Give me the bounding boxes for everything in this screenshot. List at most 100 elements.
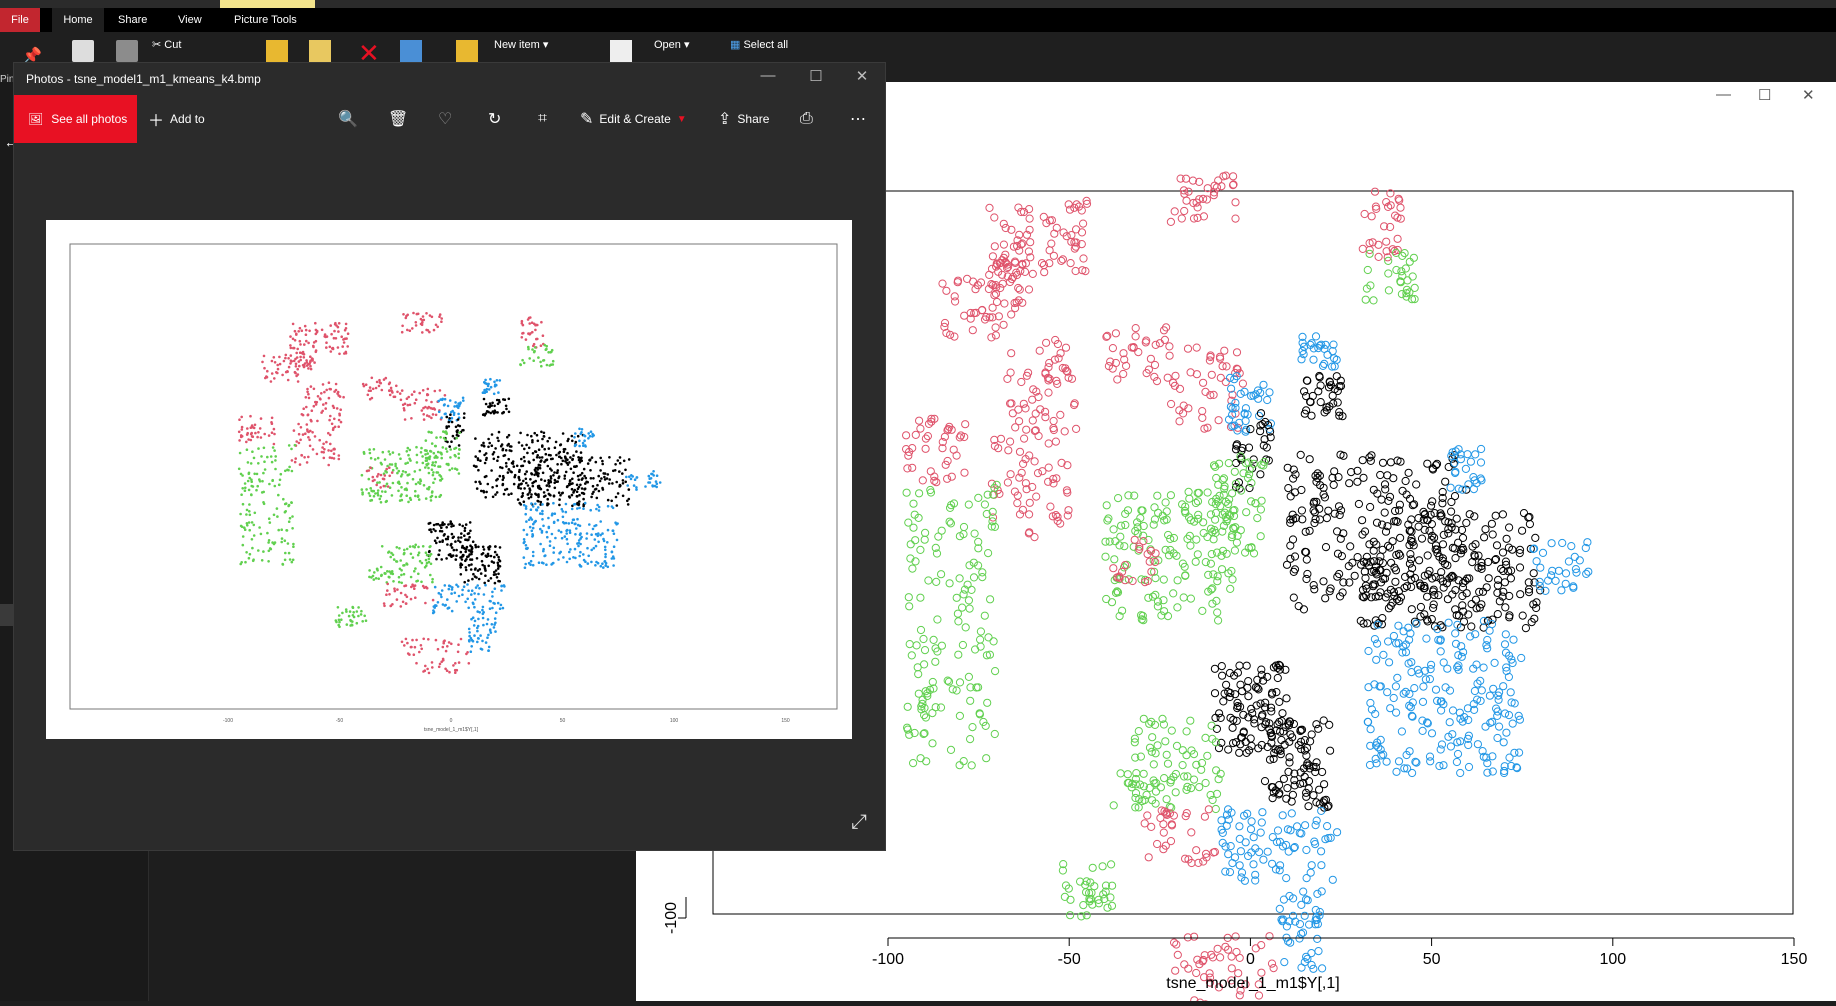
thumb-black-point: [571, 435, 574, 438]
thumb-blue-point: [466, 583, 469, 586]
properties-icon[interactable]: [610, 40, 632, 62]
thumb-green-point: [363, 451, 366, 454]
big-green-point: [1183, 728, 1190, 735]
thumb-blue-point: [486, 388, 489, 391]
big-red-point: [1132, 333, 1139, 340]
photos-minimize-button[interactable]: —: [748, 67, 788, 84]
big-green-point: [1202, 734, 1209, 741]
crop-icon[interactable]: ⌗: [538, 95, 547, 143]
open-button[interactable]: Open ▾: [654, 38, 690, 51]
copy-icon[interactable]: [72, 40, 94, 62]
thumb-blue-point: [580, 431, 583, 434]
close-button[interactable]: ✕: [1802, 86, 1815, 104]
thumb-green-point: [352, 614, 355, 617]
big-blue-point: [1419, 727, 1426, 734]
thumb-black-point: [520, 483, 523, 486]
thumb-black-point: [491, 402, 494, 405]
print-icon[interactable]: ⎙: [800, 95, 813, 143]
big-green-point: [1202, 559, 1209, 566]
big-red-point: [1022, 405, 1029, 412]
thumb-red-point: [322, 383, 325, 386]
paste-icon[interactable]: [116, 40, 138, 62]
thumb-black-point: [532, 459, 535, 462]
maximize-button[interactable]: ☐: [1758, 86, 1771, 104]
big-red-point: [1156, 340, 1163, 347]
thumb-blue-point: [530, 560, 533, 563]
big-blue-point: [1583, 570, 1590, 577]
thumb-black-point: [469, 544, 472, 547]
select-all-button[interactable]: ▦ Select all: [730, 38, 788, 51]
photos-close-button[interactable]: ✕: [842, 67, 882, 85]
thumb-green-point: [414, 490, 417, 493]
thumb-black-point: [584, 487, 587, 490]
new-folder-icon[interactable]: [456, 40, 478, 62]
thumb-black-point: [590, 477, 593, 480]
big-red-point: [1000, 241, 1007, 248]
tab-home[interactable]: Home: [52, 8, 104, 32]
thumb-blue-point: [486, 636, 489, 639]
thumb-red-point: [308, 397, 311, 400]
thumb-green-point: [248, 473, 251, 476]
thumb-green-point: [418, 551, 421, 554]
thumb-blue-point: [636, 476, 639, 479]
tab-view[interactable]: View: [178, 8, 202, 32]
thumb-green-point: [412, 478, 415, 481]
thumb-black-point: [545, 459, 548, 462]
favorite-icon[interactable]: ♡: [438, 95, 452, 143]
zoom-icon[interactable]: 🔍: [338, 95, 358, 143]
move-to-icon[interactable]: [266, 40, 288, 62]
big-green-point: [966, 605, 973, 612]
thumb-green-point: [413, 546, 416, 549]
thumb-green-point: [257, 447, 260, 450]
photos-maximize-button[interactable]: ☐: [796, 67, 836, 85]
rename-icon[interactable]: [400, 40, 422, 62]
big-green-point: [1385, 270, 1392, 277]
big-green-point: [1160, 576, 1167, 583]
cut-button[interactable]: ✂ Cut: [152, 38, 181, 51]
thumb-red-point: [458, 661, 461, 664]
share-button[interactable]: ⇪ Share: [718, 95, 769, 143]
thumb-green-point: [429, 574, 432, 577]
minimize-button[interactable]: —: [1716, 86, 1731, 103]
thumb-blue-point: [483, 593, 486, 596]
thumb-green-point: [268, 550, 271, 553]
tab-file[interactable]: File: [0, 8, 40, 32]
copy-to-icon[interactable]: [309, 40, 331, 62]
thumb-black-point: [546, 484, 549, 487]
thumb-green-point: [392, 580, 395, 583]
thumb-red-point: [415, 662, 418, 665]
thumb-green-point: [244, 489, 247, 492]
thumb-red-point: [305, 340, 308, 343]
expand-icon[interactable]: ⤢: [851, 811, 867, 834]
thumb-red-point: [411, 327, 414, 330]
big-green-point: [1163, 751, 1170, 758]
edit-create-button[interactable]: ✎ Edit & Create ▼: [580, 95, 687, 143]
thumb-red-point: [391, 471, 394, 474]
big-black-point: [1276, 698, 1283, 705]
thumb-green-point: [398, 453, 401, 456]
big-blue-point: [1533, 558, 1540, 565]
see-all-photos-button[interactable]: 🖼 See all photos: [14, 95, 137, 143]
add-to-button[interactable]: ＋ Add to: [148, 95, 205, 143]
new-item-button[interactable]: New item ▾: [494, 38, 548, 51]
big-red-point: [962, 421, 969, 428]
thumb-red-point: [389, 394, 392, 397]
big-red-point: [1167, 838, 1174, 845]
nav-selected-item[interactable]: [0, 604, 14, 626]
tab-share[interactable]: Share: [118, 8, 147, 32]
more-icon[interactable]: ⋯: [850, 95, 866, 143]
thumb-red-point: [296, 368, 299, 371]
tab-picture-tools[interactable]: Picture Tools: [234, 8, 297, 32]
thumb-black-point: [571, 478, 574, 481]
x-tick-label: -100: [872, 951, 904, 968]
thumb-blue-point: [578, 445, 581, 448]
thumb-green-point: [403, 553, 406, 556]
thumb-green-point: [425, 463, 428, 466]
delete-icon[interactable]: 🗑: [388, 95, 408, 143]
rotate-icon[interactable]: ↻: [488, 95, 501, 143]
thumb-blue-point: [541, 503, 544, 506]
big-green-point: [1187, 717, 1194, 724]
big-blue-point: [1502, 631, 1509, 638]
thumb-red-point: [340, 335, 343, 338]
